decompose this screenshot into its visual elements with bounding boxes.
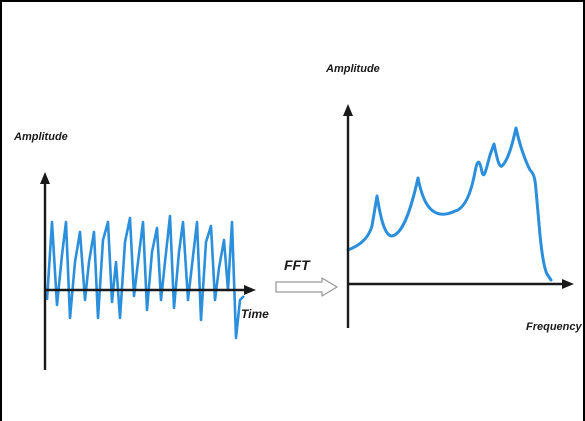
- frequency-amplitude-label: Amplitude: [325, 63, 380, 75]
- frequency-domain-panel: Amplitude Frequency: [325, 63, 583, 333]
- frequency-x-axis-arrowhead: [562, 279, 574, 289]
- frequency-axis-label: Frequency: [526, 321, 583, 333]
- fft-arrow: [275, 277, 338, 297]
- time-axis-label: Time: [241, 307, 269, 321]
- time-x-axis-arrowhead: [244, 285, 256, 295]
- frequency-y-axis-arrowhead: [343, 104, 353, 116]
- time-amplitude-label: Amplitude: [13, 131, 68, 143]
- fft-label: FFT: [284, 257, 311, 273]
- time-y-axis-arrowhead: [40, 172, 50, 184]
- fft-transform: FFT: [275, 257, 338, 297]
- time-domain-panel: Amplitude Time: [13, 131, 269, 370]
- time-signal-waveform: [45, 214, 245, 340]
- frequency-spectrum: [346, 126, 553, 282]
